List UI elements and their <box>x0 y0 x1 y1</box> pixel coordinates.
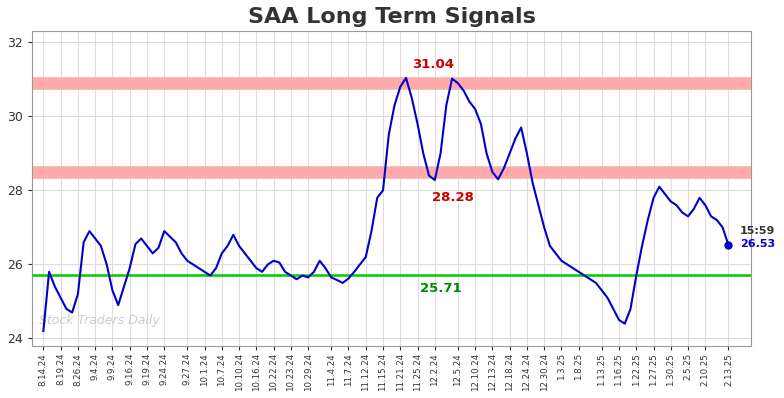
Text: 31.04: 31.04 <box>412 58 454 71</box>
Text: 15:59: 15:59 <box>740 226 775 236</box>
Title: SAA Long Term Signals: SAA Long Term Signals <box>248 7 535 27</box>
Text: 25.71: 25.71 <box>419 282 461 295</box>
Text: 26.53: 26.53 <box>740 239 775 249</box>
Text: Stock Traders Daily: Stock Traders Daily <box>39 314 160 327</box>
Text: 28.28: 28.28 <box>432 191 474 204</box>
